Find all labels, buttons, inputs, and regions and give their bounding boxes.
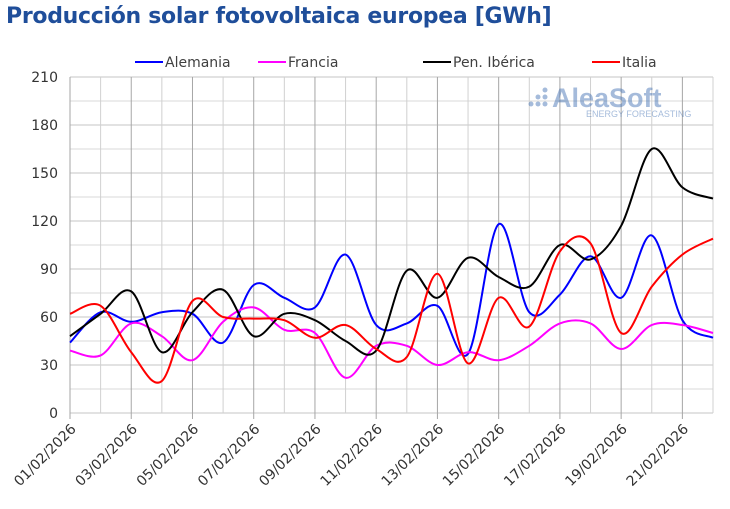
x-tick-label: 03/02/2026 bbox=[73, 421, 141, 489]
series-line-pen-ib-rica bbox=[69, 147, 714, 356]
logo-tagline: ENERGY FORECASTING bbox=[586, 109, 691, 119]
x-tick-label: 17/02/2026 bbox=[501, 421, 569, 489]
series-line-francia bbox=[69, 306, 714, 379]
y-tick-label: 90 bbox=[40, 262, 58, 278]
x-tick-label: 19/02/2026 bbox=[562, 421, 630, 489]
aleasoft-logo: AleaSoft ENERGY FORECASTING bbox=[528, 83, 691, 119]
y-tick-label: 180 bbox=[31, 118, 58, 134]
chart-title: Producción solar fotovoltaica europea [G… bbox=[6, 4, 552, 29]
y-tick-label: 120 bbox=[31, 214, 58, 230]
x-tick-label: 07/02/2026 bbox=[195, 421, 263, 489]
legend-label: Pen. Ibérica bbox=[453, 55, 535, 71]
y-tick-label: 150 bbox=[31, 166, 58, 182]
grid bbox=[69, 76, 714, 419]
x-tick-label: 15/02/2026 bbox=[440, 421, 508, 489]
x-tick-label: 05/02/2026 bbox=[134, 421, 202, 489]
x-tick-label: 13/02/2026 bbox=[379, 421, 447, 489]
x-tick-label: 01/02/2026 bbox=[11, 421, 79, 489]
logo-brand: AleaSoft bbox=[552, 83, 662, 113]
legend-label: Italia bbox=[622, 55, 657, 71]
y-tick-label: 210 bbox=[31, 70, 58, 86]
x-tick-label: 11/02/2026 bbox=[317, 421, 385, 489]
series-line-italia bbox=[69, 235, 714, 384]
y-tick-label: 0 bbox=[49, 406, 58, 422]
y-tick-label: 60 bbox=[40, 310, 58, 326]
legend-label: Alemania bbox=[165, 55, 231, 71]
legend-label: Francia bbox=[288, 55, 338, 71]
x-tick-label: 21/02/2026 bbox=[624, 421, 692, 489]
y-tick-label: 30 bbox=[40, 358, 58, 374]
logo-dots-icon bbox=[528, 87, 548, 107]
x-tick-label: 09/02/2026 bbox=[256, 421, 324, 489]
legend: Alemania Francia Pen. Ibérica Italia bbox=[135, 55, 657, 71]
series-line-alemania bbox=[69, 223, 714, 357]
